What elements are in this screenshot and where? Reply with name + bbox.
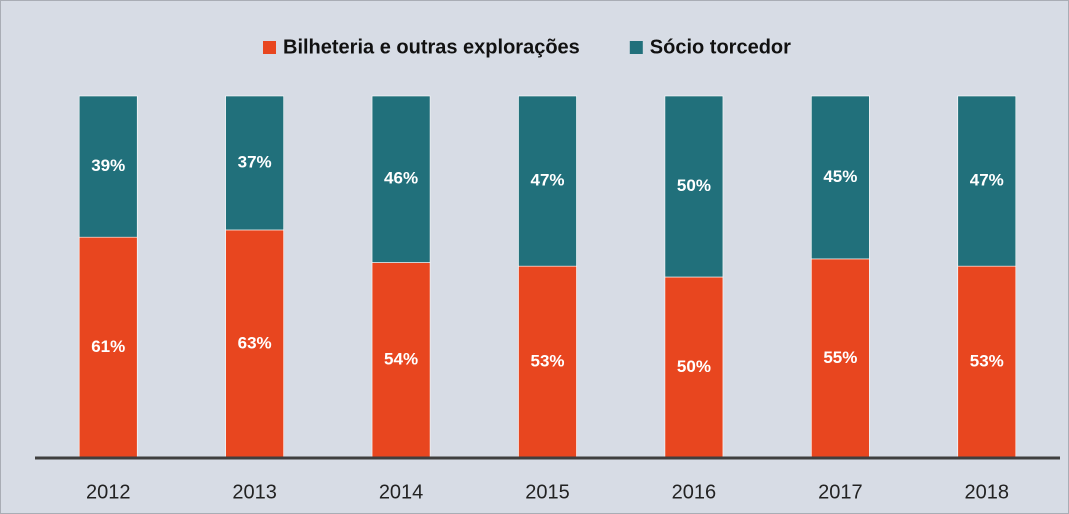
value-label: 39% <box>91 156 125 175</box>
bar-segment <box>518 265 577 459</box>
value-label: 53% <box>970 352 1004 371</box>
value-label: 37% <box>238 152 272 171</box>
bar-segment <box>78 95 138 238</box>
value-label: 55% <box>823 348 857 367</box>
x-tick-label: 2016 <box>672 481 717 503</box>
bar-segment <box>225 229 284 459</box>
value-label: 45% <box>823 167 857 186</box>
x-tick-label: 2017 <box>818 481 863 503</box>
x-tick-label: 2018 <box>965 481 1010 503</box>
bar-segment <box>518 95 577 267</box>
value-label: 46% <box>384 169 418 188</box>
bar-segment <box>225 95 284 231</box>
value-label: 50% <box>677 357 711 376</box>
legend-label: Bilheteria e outras explorações <box>283 36 580 58</box>
x-tick-label: 2014 <box>379 481 424 503</box>
bar-segment <box>78 236 138 459</box>
legend-swatch <box>629 41 643 54</box>
x-tick-label: 2015 <box>525 481 570 503</box>
value-label: 47% <box>530 171 564 190</box>
legend-swatch <box>263 41 276 54</box>
value-label: 61% <box>91 337 125 356</box>
bar-segment <box>371 262 431 459</box>
bar-segment <box>957 95 1017 267</box>
value-label: 63% <box>238 333 272 352</box>
bar-segment <box>811 258 870 459</box>
value-label: 53% <box>530 352 564 371</box>
bar-segment <box>371 95 431 263</box>
value-label: 47% <box>970 171 1004 190</box>
value-label: 54% <box>384 350 418 369</box>
bar-segment <box>811 95 870 260</box>
x-tick-label: 2012 <box>86 481 131 503</box>
bar-segment <box>664 95 724 278</box>
legend-label: Sócio torcedor <box>650 36 791 58</box>
value-label: 50% <box>677 176 711 195</box>
x-tick-label: 2013 <box>232 481 277 503</box>
bar-segment <box>664 276 724 459</box>
